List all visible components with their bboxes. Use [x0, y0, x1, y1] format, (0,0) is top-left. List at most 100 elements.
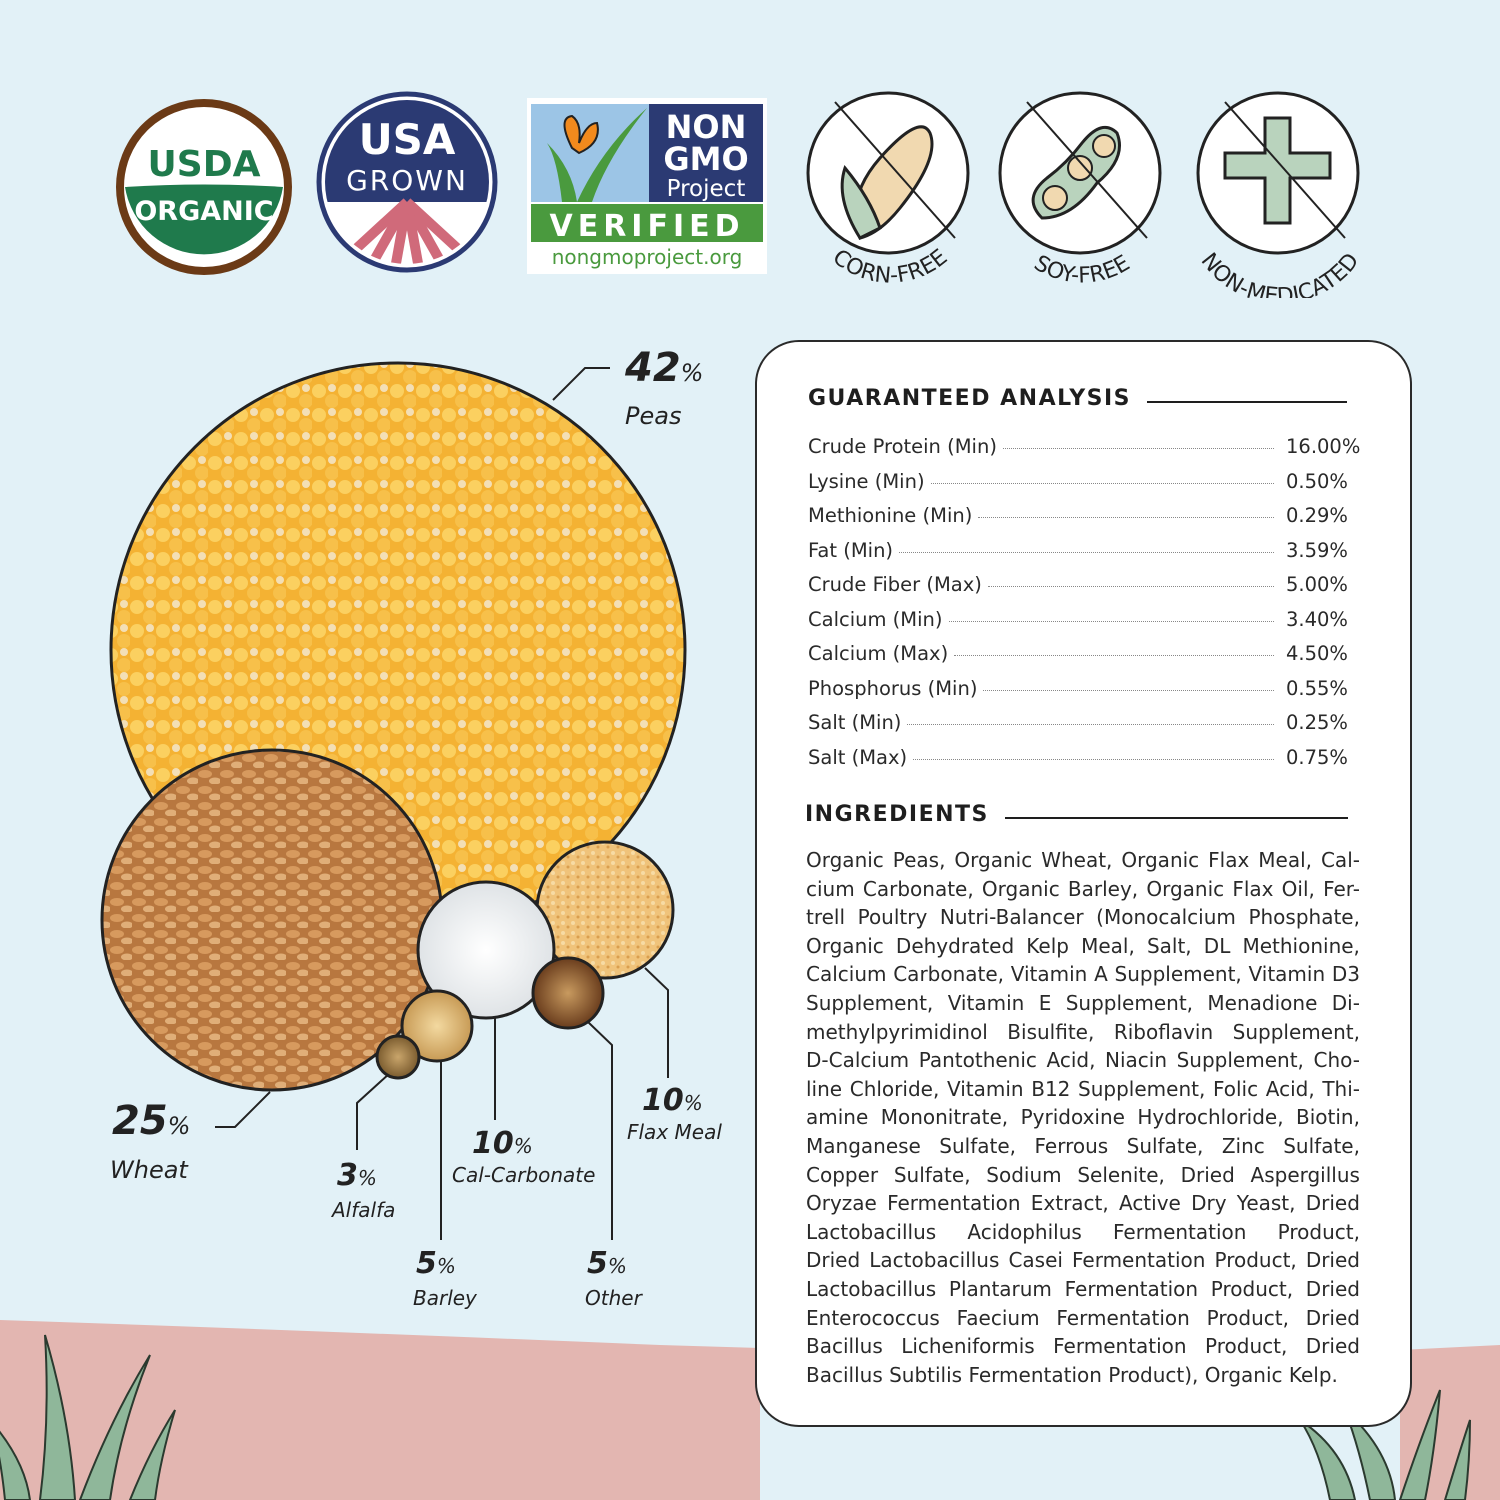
gmo-text: GMO: [663, 140, 748, 178]
ingredients-line: Dried Lactobacillus Casei Fermentation Produ…: [806, 1248, 1360, 1273]
corn-icon: [840, 125, 934, 240]
corn-free-badge: CORN-FREE: [806, 91, 970, 289]
svg-text:NON-MEDICATED: NON-MEDICATED: [1196, 249, 1365, 298]
non-medicated-label: NON-MEDICATED: [1196, 249, 1365, 298]
ingredients-line: Bacillus Subtilis Fermentation Product),…: [806, 1362, 1338, 1387]
verified-text: VERIFIED: [549, 209, 744, 244]
soy-free-label: SOY-FREE: [1030, 251, 1135, 289]
analysis-label: Calcium (Min): [808, 607, 943, 631]
ingredients-line: D-Calcium Pantothenic Acid, Niacin Supplemen…: [806, 1048, 1360, 1073]
dot-leader: [930, 482, 1274, 484]
dot-leader: [1002, 448, 1274, 449]
soy-free-badge: SOY-FREE: [998, 91, 1162, 289]
analysis-value: 0.25%: [1286, 711, 1348, 734]
analysis-label: Crude Protein (Min): [808, 435, 997, 458]
flax-meal-label: Flax Meal: [627, 1120, 722, 1144]
peas-percent: 42%: [625, 345, 704, 391]
analysis-row: Fat (Min) 3.59%: [808, 539, 1358, 562]
organic-text: ORGANIC: [134, 196, 273, 227]
composition-diagram: [100, 361, 687, 1240]
ingredients-text: Organic Peas, Organic Wheat, Organic Flax Meal…: [806, 846, 1360, 1389]
analysis-row: Calcium (Min) 3.40%: [808, 608, 1358, 631]
analysis-value: 16.00%: [1286, 435, 1361, 458]
ingredients-line: Manganese Sulfate, Ferrous Sulfate, Zinc Sulf…: [806, 1133, 1360, 1158]
usda-organic-badge: USDA ORGANIC: [116, 99, 292, 275]
ingredients-line: Copper Sulfate, Sodium Selenite, Dried Asperg…: [806, 1162, 1360, 1187]
ingredients-line: methylpyrimidinol Bisulfite, Riboflavin Sup…: [806, 1019, 1360, 1044]
analysis-value: 3.40%: [1286, 607, 1348, 631]
barley-circle: [400, 989, 474, 1063]
analysis-value: 0.29%: [1286, 504, 1348, 527]
flax-meal-circle: [535, 840, 675, 980]
dot-leader: [983, 689, 1274, 691]
ingredients-line: line Chloride, Vitamin B12 Supplement, Folic A…: [806, 1076, 1360, 1101]
section-divider: [1147, 401, 1347, 403]
analysis-label: Calcium (Max): [808, 642, 949, 665]
ingredients-title: INGREDIENTS: [805, 802, 989, 827]
non-medicated-badge: NON-MEDICATED: [1196, 91, 1365, 298]
other-percent: 5%: [587, 1246, 627, 1281]
cal-carbonate-circle: [416, 880, 556, 1020]
wheat-percent: 25%: [112, 1098, 191, 1144]
wheat-label: Wheat: [110, 1156, 188, 1184]
analysis-row: Crude Protein (Min) 16.00%: [808, 435, 1361, 458]
analysis-label: Salt (Min): [808, 711, 902, 734]
analysis-label: Phosphorus (Min): [808, 676, 978, 700]
usda-text: USDA: [148, 144, 261, 185]
cal-carbonate-label: Cal-Carbonate: [452, 1163, 596, 1187]
nutrition-card: [755, 340, 1412, 1427]
analysis-value: 0.50%: [1286, 469, 1348, 493]
svg-text:SOY-FREE: SOY-FREE: [1030, 251, 1135, 289]
flax-meal-percent: 10%: [642, 1083, 703, 1118]
analysis-value: 0.75%: [1286, 745, 1348, 769]
barley-label: Barley: [413, 1286, 477, 1310]
analysis-label: Crude Fiber (Max): [808, 573, 982, 596]
usa-grown-badge: USA GROWN: [316, 91, 498, 273]
analysis-value: 4.50%: [1286, 642, 1348, 665]
ingredients-line: Enterococcus Faecium Fermentation Product, D…: [806, 1305, 1360, 1330]
analysis-row: Methionine (Min) 0.29%: [808, 504, 1358, 527]
ingredients-line: Lactobacillus Acidophilus Fermentation Prod…: [806, 1219, 1360, 1244]
project-text: Project: [667, 176, 746, 202]
dot-leader: [948, 620, 1274, 622]
nongmo-url-text: nongmoproject.org: [552, 245, 743, 269]
analysis-row: Phosphorus (Min) 0.55%: [808, 677, 1358, 700]
medical-cross-icon: [1223, 116, 1332, 225]
ingredients-line: amine Mononitrate, Pyridoxine Hydrochloride…: [806, 1105, 1360, 1130]
ingredients-line: trell Poultry Nutri-Balancer (Monocalcium Ph…: [806, 905, 1360, 930]
dot-leader: [987, 586, 1274, 587]
usa-text: USA: [359, 115, 456, 164]
ingredients-line: Lactobacillus Plantarum Fermentation Produc…: [806, 1276, 1360, 1301]
analysis-row: Lysine (Min) 0.50%: [808, 470, 1358, 493]
analysis-label: Salt (Max): [808, 745, 908, 769]
cal-carbonate-percent: 10%: [472, 1126, 533, 1161]
analysis-label: Methionine (Min): [808, 504, 973, 527]
dot-leader: [907, 724, 1274, 725]
barley-percent: 5%: [416, 1246, 456, 1281]
dot-leader: [954, 655, 1274, 656]
other-label: Other: [585, 1286, 642, 1310]
ingredients-line: Organic Peas, Organic Wheat, Organic Flax Meal…: [806, 848, 1360, 872]
ingredients-line: Calcium Carbonate, Vitamin A Supplement, Vita…: [806, 962, 1360, 987]
analysis-row: Calcium (Max) 4.50%: [808, 642, 1358, 665]
analysis-row: Salt (Min) 0.25%: [808, 711, 1358, 734]
ingredients-line: Supplement, Vitamin E Supplement, Menadione D…: [806, 990, 1360, 1015]
non-gmo-verified-badge: NON GMO Project VERIFIED nongmoproject.o…: [527, 98, 767, 274]
analysis-row: Salt (Max) 0.75%: [808, 746, 1358, 769]
ingredients-line: cium Carbonate, Organic Barley, Organic Flax O…: [806, 876, 1360, 901]
other-circle: [531, 956, 605, 1030]
soybean-icon: [1031, 125, 1121, 220]
dot-leader: [899, 551, 1274, 553]
analysis-value: 5.00%: [1286, 573, 1348, 596]
analysis-label: Lysine (Min): [808, 469, 925, 493]
guaranteed-analysis-title: GUARANTEED ANALYSIS: [808, 386, 1131, 411]
ingredients-line: Oryzae Fermentation Extract, Active Dry Yeast…: [806, 1191, 1360, 1216]
alfalfa-percent: 3%: [337, 1158, 377, 1193]
dot-leader: [978, 517, 1274, 518]
analysis-value: 3.59%: [1286, 538, 1348, 562]
non-text: NON: [666, 108, 747, 146]
butterfly-icon: [563, 114, 599, 155]
grown-text: GROWN: [346, 164, 468, 197]
alfalfa-label: Alfalfa: [332, 1198, 396, 1222]
